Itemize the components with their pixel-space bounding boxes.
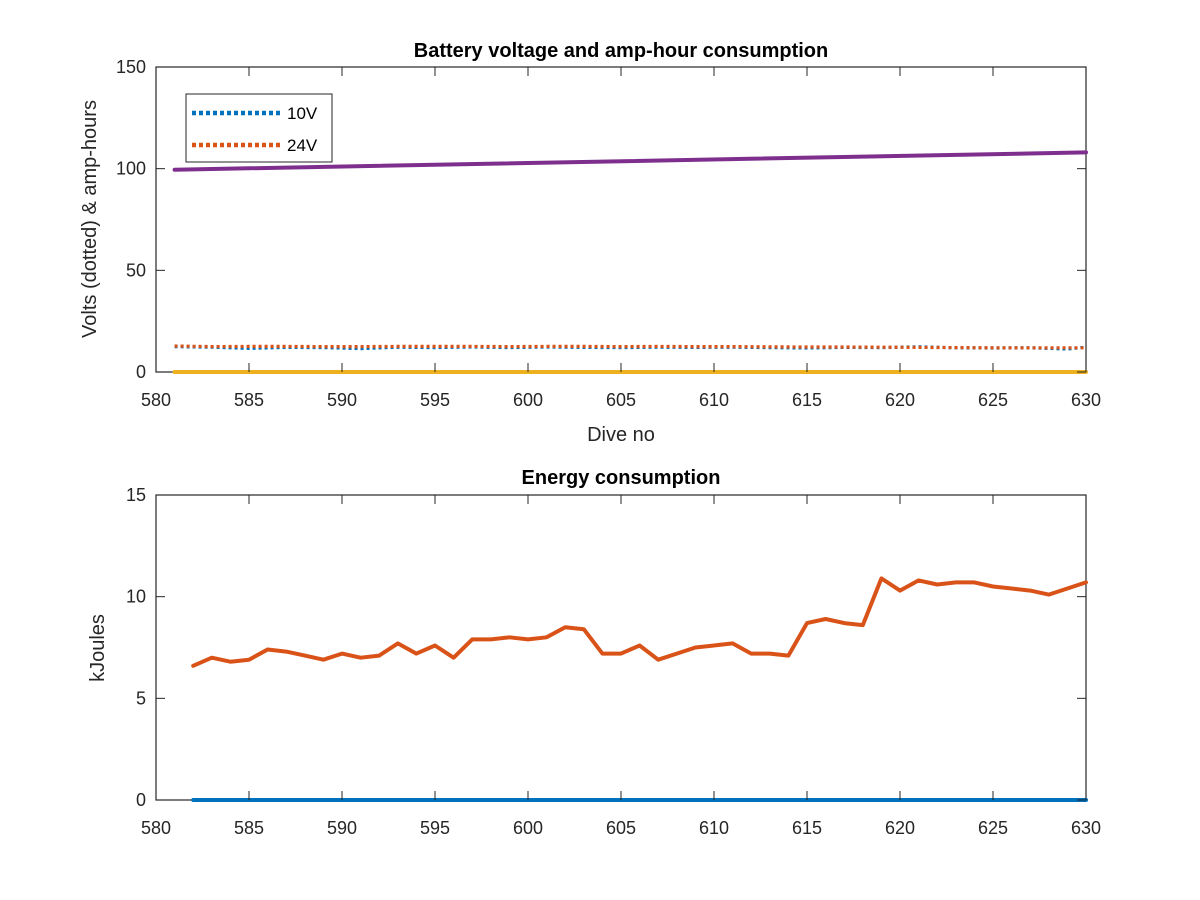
x-tick-label: 605 (606, 818, 636, 838)
x-tick-label: 620 (885, 390, 915, 410)
y-tick-label: 100 (116, 159, 146, 179)
x-axis-label-top: Dive no (587, 424, 655, 446)
x-tick-label: 605 (606, 390, 636, 410)
series-layer-top (172, 150, 1088, 374)
legend: 10V 24V (185, 93, 333, 163)
chart-title-bottom: Energy consumption (522, 467, 721, 489)
x-tick-label: 625 (978, 390, 1008, 410)
y-axis-label-top: Volts (dotted) & amp-hours (79, 100, 101, 338)
x-tick-label: 580 (141, 818, 171, 838)
series-line-1-bottom (191, 576, 1088, 668)
legend-entry-10v: 10V (287, 104, 318, 123)
x-tick-label: 630 (1071, 818, 1101, 838)
y-tick-label: 150 (116, 57, 146, 77)
x-tick-label: 585 (234, 390, 264, 410)
y-tick-label: 50 (126, 260, 146, 280)
x-tick-label: 595 (420, 390, 450, 410)
y-tick-label: 10 (126, 587, 146, 607)
x-tick-label: 590 (327, 390, 357, 410)
legend-box (185, 93, 333, 163)
chart-battery-voltage: 580 585 590 595 600 605 610 615 620 625 630 0 50 100… (79, 40, 1101, 446)
x-tick-label: 595 (420, 818, 450, 838)
legend-entry-24v: 24V (287, 136, 318, 155)
series-line-3-top (172, 150, 1088, 172)
x-tick-label: 620 (885, 818, 915, 838)
x-tick-label: 610 (699, 390, 729, 410)
chart-title-top: Battery voltage and amp-hour consumption (414, 40, 828, 62)
x-tick-label: 585 (234, 818, 264, 838)
x-tick-label: 580 (141, 390, 171, 410)
x-ticks-bottom: 580 585 590 595 600 605 610 615 620 625 630 (141, 495, 1101, 838)
plot-area-bottom (155, 494, 1087, 801)
x-tick-label: 630 (1071, 390, 1101, 410)
y-tick-label: 5 (136, 688, 146, 708)
x-tick-label: 615 (792, 390, 822, 410)
y-tick-label: 15 (126, 485, 146, 505)
x-tick-label: 590 (327, 818, 357, 838)
x-tick-label: 610 (699, 818, 729, 838)
y-tick-label: 0 (136, 362, 146, 382)
y-ticks-bottom: 0 5 10 15 (126, 485, 1086, 810)
y-axis-label-bottom: kJoules (87, 614, 109, 682)
y-ticks-top: 0 50 100 150 (116, 57, 1086, 382)
chart-energy-consumption: 580 585 590 595 600 605 610 615 620 625 630 0 5 10 15… (87, 467, 1101, 838)
x-ticks-top: 580 585 590 595 600 605 610 615 620 625 630 (141, 67, 1101, 410)
x-tick-label: 600 (513, 818, 543, 838)
x-tick-label: 625 (978, 818, 1008, 838)
y-tick-label: 0 (136, 790, 146, 810)
x-tick-label: 615 (792, 818, 822, 838)
series-24v-top (174, 344, 1086, 350)
x-tick-label: 600 (513, 390, 543, 410)
